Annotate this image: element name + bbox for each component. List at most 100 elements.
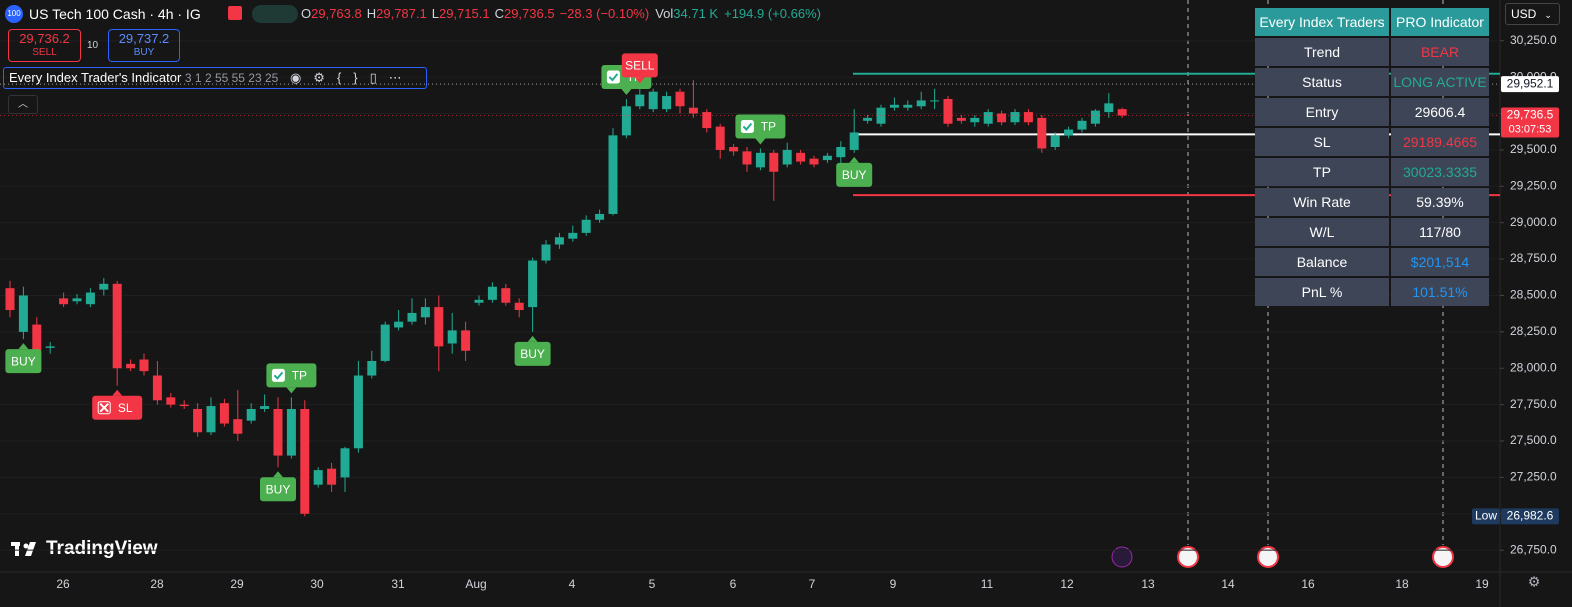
x-tick-label: 16 [1301, 577, 1315, 591]
candle [353, 360, 363, 453]
candle-body [166, 397, 176, 405]
candle-body [782, 149, 792, 165]
x-tick-label: 9 [890, 577, 897, 591]
candle-body [126, 363, 136, 369]
candle [568, 225, 578, 242]
signal: BUY [5, 343, 42, 374]
x-tick-label: 12 [1060, 577, 1074, 591]
candle [286, 397, 296, 459]
candle [1023, 109, 1033, 126]
candle-body [501, 288, 511, 303]
y-tick-label: 27,750.0 [1510, 397, 1557, 411]
row-value: LONG ACTIVE [1391, 68, 1489, 96]
candle [970, 114, 980, 127]
sell-button[interactable]: 29,736.2 SELL [8, 29, 81, 62]
candle [1090, 109, 1100, 127]
candle-body [474, 299, 484, 303]
candle-body [822, 155, 832, 161]
logo-mark [25, 542, 36, 556]
candle-body [394, 321, 404, 328]
y-tick-label: 27,500.0 [1510, 433, 1557, 447]
event-icon[interactable] [1111, 546, 1133, 568]
candle [1010, 109, 1020, 126]
candle-body [514, 302, 524, 311]
signal-label: BUY [842, 168, 867, 182]
indicator-controls[interactable]: ◉⚙{}▯⋯ [289, 70, 414, 85]
signal: BUY [836, 156, 873, 187]
price-label-box [1501, 508, 1559, 525]
candle [1117, 107, 1127, 118]
candle [1050, 132, 1060, 150]
table-row: Entry 29606.4 [1255, 98, 1489, 126]
signal-icon-glyph [99, 402, 109, 413]
candle-body [1010, 112, 1020, 123]
candle [327, 462, 337, 492]
table-row: Trend BEAR [1255, 38, 1489, 66]
event-icon[interactable] [1432, 546, 1454, 568]
y-tick-label: 28,000.0 [1510, 360, 1557, 374]
signal-icon [606, 70, 620, 84]
row-label: Status [1255, 68, 1389, 96]
row-label: Entry [1255, 98, 1389, 126]
ohlc-key: C [494, 6, 504, 21]
candle-body [273, 408, 283, 456]
ohlc-key: H [366, 6, 377, 21]
collapse-button[interactable]: ︿ [8, 95, 38, 114]
candle [943, 96, 953, 127]
candle [434, 295, 444, 372]
price-label: 29,952.1 [1507, 76, 1554, 90]
candle-body [260, 406, 270, 409]
signal: TP [266, 363, 317, 394]
y-tick-label: 29,500.0 [1510, 142, 1557, 156]
market-status[interactable] [252, 5, 298, 23]
candle-body [193, 408, 203, 433]
x-tick-label: 6 [730, 577, 737, 591]
candle-body [930, 100, 940, 102]
signal-label: SELL [625, 59, 655, 73]
candle-body [340, 448, 350, 478]
candle-body [742, 151, 752, 165]
candle [18, 286, 28, 340]
table-row: SL 29189.4665 [1255, 128, 1489, 156]
settings-icon[interactable]: ⚙ [1528, 574, 1541, 590]
signal-box [260, 477, 296, 502]
ohlc-value: 29,715.1 [438, 6, 490, 21]
candle-body [970, 117, 980, 123]
row-value: 30023.3335 [1391, 158, 1489, 186]
candle [85, 288, 95, 308]
x-tick-label: 31 [391, 577, 405, 591]
x-tick-label: 19 [1475, 577, 1489, 591]
table-header: Every Index Traders [1255, 8, 1389, 36]
signal: BUY [260, 471, 296, 502]
event-icon[interactable] [1257, 546, 1279, 568]
event-icon[interactable] [1177, 546, 1199, 568]
candle-body [206, 406, 216, 433]
y-tick-label: 29,000.0 [1510, 215, 1557, 229]
signal-box [621, 53, 658, 78]
buy-button[interactable]: 29,737.2 BUY [108, 29, 180, 62]
candle-body [487, 286, 497, 300]
alert-icon[interactable] [228, 6, 242, 20]
candle [688, 80, 698, 118]
currency-select[interactable]: USD ⌄ [1505, 3, 1560, 25]
x-tick-label: 28 [150, 577, 164, 591]
signal-box [514, 341, 551, 366]
candle-body [863, 117, 873, 121]
event-flags[interactable] [1111, 546, 1454, 568]
candle-body [300, 408, 310, 514]
candle-body [648, 91, 658, 110]
candle [769, 149, 779, 201]
symbol-title[interactable]: US Tech 100 Cash · 4h · IG [29, 6, 201, 22]
indicator-bar[interactable]: Every Index Trader's Indicator 3 1 2 55 … [3, 67, 427, 89]
x-tick-label: 29 [230, 577, 244, 591]
candle [59, 292, 69, 308]
sell-price: 29,736.2 [19, 31, 70, 46]
row-value: 117/80 [1391, 218, 1489, 246]
candle-body [715, 126, 725, 150]
signal-pointer [273, 471, 283, 478]
candle [983, 109, 993, 127]
x-tick-label: 13 [1141, 577, 1155, 591]
signal-icon-glyph [273, 371, 284, 380]
candle-body [72, 298, 82, 302]
candle-body [956, 117, 966, 121]
